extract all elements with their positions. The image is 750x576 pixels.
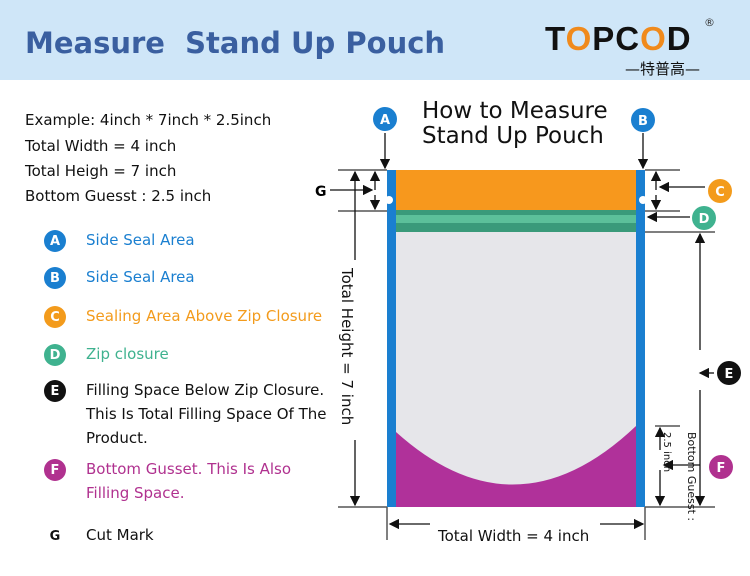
g-label: G bbox=[315, 184, 327, 200]
legend-text: Side Seal Area bbox=[86, 231, 195, 249]
legend-text: Bottom Gusset. This Is Also Filling Spac… bbox=[86, 460, 292, 502]
badge-letter: B bbox=[638, 114, 648, 129]
side-seal-a bbox=[387, 170, 396, 507]
badge-c bbox=[708, 179, 732, 203]
badge-f: F bbox=[44, 459, 66, 481]
example-line: Example: 4inch * 7inch * 2.5inch bbox=[25, 111, 272, 129]
badge-d bbox=[692, 206, 716, 230]
bottom-guesst-label: Bottom Guesst : bbox=[685, 432, 698, 521]
bottom-gusset bbox=[396, 426, 636, 507]
legend-item-c: C Sealing Area Above Zip Closure bbox=[44, 306, 336, 328]
legend-item-f: F Bottom Gusset. This Is Also Filling Spa… bbox=[44, 459, 336, 505]
page-title: Measure Stand Up Pouch bbox=[25, 26, 446, 60]
side-seal-b bbox=[636, 170, 645, 507]
diagram-title-1: How to Measure bbox=[422, 98, 608, 124]
badge-a: A bbox=[44, 230, 66, 252]
badge-a bbox=[373, 107, 397, 131]
example-line: Total Width = 4 inch bbox=[25, 137, 177, 155]
total-height-label: Total Height = 7 inch bbox=[338, 267, 356, 425]
badge-b: B bbox=[44, 267, 66, 289]
legend-text: Filling Space Below Zip Closure. This Is… bbox=[86, 381, 327, 447]
legend-item-g: G Cut Mark bbox=[44, 525, 336, 547]
legend-item-b: B Side Seal Area bbox=[44, 267, 336, 289]
badge-e bbox=[717, 361, 741, 385]
legend-text: Cut Mark bbox=[86, 526, 154, 544]
badge-f bbox=[709, 455, 733, 479]
legend-text: Side Seal Area bbox=[86, 268, 195, 286]
logo: TOPCOD bbox=[545, 20, 692, 57]
badge-letter: C bbox=[715, 185, 725, 200]
badge-letter: A bbox=[380, 113, 390, 128]
badge-letter: E bbox=[725, 367, 734, 382]
badge-e: E bbox=[44, 380, 66, 402]
badge-g: G bbox=[44, 525, 66, 547]
cut-mark bbox=[639, 196, 647, 204]
badge-d: D bbox=[44, 344, 66, 366]
seal-area-top bbox=[396, 170, 636, 210]
badge-letter: F bbox=[717, 461, 726, 476]
legend-item-e: E Filling Space Below Zip Closure. This I… bbox=[44, 380, 336, 450]
header-band bbox=[0, 0, 750, 80]
legend-text: Sealing Area Above Zip Closure bbox=[86, 307, 323, 325]
badge-b bbox=[631, 108, 655, 132]
logo-subtitle: —特普高— bbox=[625, 60, 701, 78]
gusset-label: 2.5 inch bbox=[661, 432, 672, 472]
badge-c: C bbox=[44, 306, 66, 328]
total-width-label: Total Width = 4 inch bbox=[437, 527, 589, 545]
legend-item-d: D Zip closure bbox=[44, 344, 336, 366]
zip-stripe bbox=[396, 215, 636, 223]
example-line: Total Heigh = 7 inch bbox=[25, 162, 177, 180]
legend-text: Zip closure bbox=[86, 345, 169, 363]
diagram-title-2: Stand Up Pouch bbox=[422, 123, 604, 149]
registered-mark: ® bbox=[704, 16, 715, 29]
cut-mark bbox=[385, 196, 393, 204]
legend-item-a: A Side Seal Area bbox=[44, 230, 336, 252]
badge-letter: D bbox=[699, 212, 710, 227]
example-line: Bottom Guesst : 2.5 inch bbox=[25, 187, 212, 205]
